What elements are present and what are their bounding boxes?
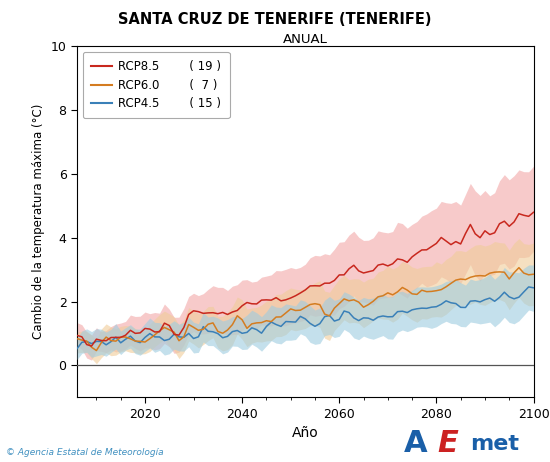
X-axis label: Año: Año xyxy=(292,426,318,440)
Text: A: A xyxy=(404,429,427,458)
Text: met: met xyxy=(470,433,519,454)
Title: ANUAL: ANUAL xyxy=(283,33,328,46)
Y-axis label: Cambio de la temperatura máxima (°C): Cambio de la temperatura máxima (°C) xyxy=(32,104,45,340)
Text: © Agencia Estatal de Meteorología: © Agencia Estatal de Meteorología xyxy=(6,449,163,457)
Text: SANTA CRUZ DE TENERIFE (TENERIFE): SANTA CRUZ DE TENERIFE (TENERIFE) xyxy=(118,12,432,26)
Legend: RCP8.5        ( 19 ), RCP6.0        (  7 ), RCP4.5        ( 15 ): RCP8.5 ( 19 ), RCP6.0 ( 7 ), RCP4.5 ( 15… xyxy=(83,52,229,118)
Text: E: E xyxy=(438,429,459,458)
